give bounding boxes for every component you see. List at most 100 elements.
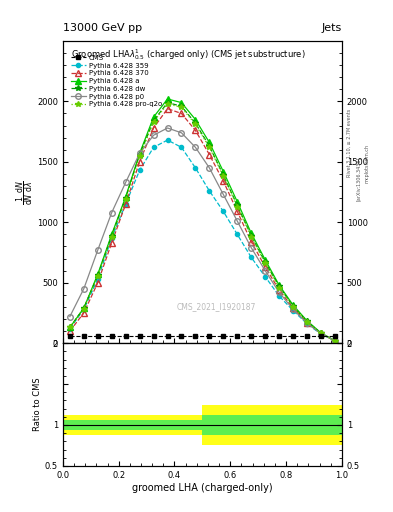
- Pythia 6.428 p0: [263, 268, 268, 274]
- Text: Groomed LHA$\lambda^{1}_{0.5}$ (charged only) (CMS jet substructure): Groomed LHA$\lambda^{1}_{0.5}$ (charged …: [71, 47, 306, 62]
- Pythia 6.428 pro-q2o: [207, 144, 212, 151]
- Pythia 6.428 359: [207, 188, 212, 194]
- CMS: [123, 333, 128, 339]
- Pythia 6.428 p0: [109, 209, 114, 216]
- CMS: [137, 333, 142, 339]
- Pythia 6.428 dw: [249, 232, 253, 239]
- Pythia 6.428 359: [137, 167, 142, 174]
- Pythia 6.428 p0: [277, 289, 281, 295]
- Pythia 6.428 359: [332, 338, 337, 344]
- Pythia 6.428 a: [81, 305, 86, 311]
- Pythia 6.428 a: [193, 116, 198, 122]
- Pythia 6.428 359: [235, 231, 240, 238]
- Pythia 6.428 p0: [95, 247, 100, 253]
- Pythia 6.428 a: [109, 231, 114, 238]
- Pythia 6.428 dw: [332, 338, 337, 344]
- Pythia 6.428 370: [151, 125, 156, 131]
- Pythia 6.428 pro-q2o: [221, 173, 226, 179]
- Pythia 6.428 dw: [109, 232, 114, 239]
- Pythia 6.428 359: [221, 208, 226, 215]
- Text: CMS_2021_I1920187: CMS_2021_I1920187: [177, 303, 256, 311]
- Pythia 6.428 359: [95, 276, 100, 282]
- Line: CMS: CMS: [68, 334, 337, 338]
- Pythia 6.428 359: [109, 235, 114, 241]
- Pythia 6.428 p0: [68, 313, 72, 319]
- Pythia 6.428 p0: [249, 245, 253, 251]
- X-axis label: groomed LHA (charged-only): groomed LHA (charged-only): [132, 482, 273, 493]
- Pythia 6.428 dw: [68, 325, 72, 331]
- Pythia 6.428 p0: [137, 151, 142, 157]
- Pythia 6.428 dw: [81, 305, 86, 311]
- Y-axis label: $\frac{1}{\mathrm{d}N}\frac{\mathrm{d}N}{\mathrm{d}\lambda}$: $\frac{1}{\mathrm{d}N}\frac{\mathrm{d}N}…: [14, 180, 36, 204]
- Pythia 6.428 359: [151, 144, 156, 151]
- Pythia 6.428 p0: [165, 125, 170, 131]
- Pythia 6.428 359: [263, 273, 268, 280]
- Pythia 6.428 a: [235, 199, 240, 205]
- CMS: [249, 333, 253, 339]
- Pythia 6.428 a: [151, 114, 156, 120]
- Pythia 6.428 pro-q2o: [249, 233, 253, 240]
- Pythia 6.428 370: [207, 152, 212, 158]
- Pythia 6.428 dw: [207, 143, 212, 149]
- Legend: CMS, Pythia 6.428 359, Pythia 6.428 370, Pythia 6.428 a, Pythia 6.428 dw, Pythia: CMS, Pythia 6.428 359, Pythia 6.428 370,…: [69, 53, 163, 109]
- Pythia 6.428 p0: [291, 306, 296, 312]
- CMS: [207, 333, 212, 339]
- Pythia 6.428 pro-q2o: [137, 153, 142, 159]
- Line: Pythia 6.428 dw: Pythia 6.428 dw: [67, 100, 338, 344]
- Pythia 6.428 pro-q2o: [193, 121, 198, 127]
- Pythia 6.428 370: [221, 178, 226, 184]
- Pythia 6.428 p0: [221, 191, 226, 198]
- Pythia 6.428 p0: [81, 286, 86, 292]
- Pythia 6.428 pro-q2o: [291, 304, 296, 310]
- Pythia 6.428 370: [95, 280, 100, 286]
- Pythia 6.428 dw: [95, 272, 100, 279]
- Pythia 6.428 a: [249, 230, 253, 236]
- Text: Jets: Jets: [321, 24, 342, 33]
- Pythia 6.428 370: [193, 127, 198, 134]
- Pythia 6.428 dw: [179, 103, 184, 109]
- Pythia 6.428 p0: [193, 144, 198, 151]
- Pythia 6.428 dw: [305, 318, 309, 325]
- Pythia 6.428 dw: [221, 172, 226, 178]
- Pythia 6.428 370: [263, 264, 268, 270]
- Pythia 6.428 dw: [291, 303, 296, 309]
- Pythia 6.428 dw: [165, 99, 170, 105]
- CMS: [235, 333, 240, 339]
- CMS: [109, 333, 114, 339]
- Pythia 6.428 pro-q2o: [123, 196, 128, 202]
- Pythia 6.428 pro-q2o: [109, 233, 114, 240]
- Pythia 6.428 370: [109, 240, 114, 246]
- CMS: [305, 333, 309, 339]
- Line: Pythia 6.428 p0: Pythia 6.428 p0: [67, 125, 338, 344]
- Line: Pythia 6.428 pro-q2o: Pythia 6.428 pro-q2o: [67, 101, 338, 344]
- Pythia 6.428 370: [319, 330, 323, 336]
- Pythia 6.428 pro-q2o: [151, 119, 156, 125]
- Pythia 6.428 a: [123, 194, 128, 200]
- CMS: [193, 333, 198, 339]
- Pythia 6.428 dw: [235, 202, 240, 208]
- Pythia 6.428 pro-q2o: [81, 306, 86, 312]
- CMS: [68, 333, 72, 339]
- Pythia 6.428 370: [277, 287, 281, 293]
- Pythia 6.428 pro-q2o: [263, 260, 268, 266]
- Pythia 6.428 a: [95, 271, 100, 278]
- Pythia 6.428 pro-q2o: [332, 338, 337, 344]
- CMS: [332, 333, 337, 339]
- Pythia 6.428 a: [68, 325, 72, 331]
- CMS: [221, 333, 226, 339]
- Pythia 6.428 pro-q2o: [235, 203, 240, 209]
- Text: [arXiv:1306.3436]: [arXiv:1306.3436]: [356, 157, 361, 201]
- Pythia 6.428 359: [81, 306, 86, 312]
- Pythia 6.428 p0: [319, 331, 323, 337]
- Pythia 6.428 359: [249, 254, 253, 261]
- Pythia 6.428 a: [277, 282, 281, 288]
- Pythia 6.428 dw: [263, 259, 268, 265]
- Pythia 6.428 359: [179, 144, 184, 151]
- Pythia 6.428 a: [137, 151, 142, 157]
- Pythia 6.428 dw: [319, 330, 323, 336]
- CMS: [291, 333, 296, 339]
- Pythia 6.428 dw: [277, 283, 281, 289]
- Pythia 6.428 p0: [207, 165, 212, 171]
- Pythia 6.428 370: [165, 105, 170, 112]
- Pythia 6.428 a: [319, 330, 323, 336]
